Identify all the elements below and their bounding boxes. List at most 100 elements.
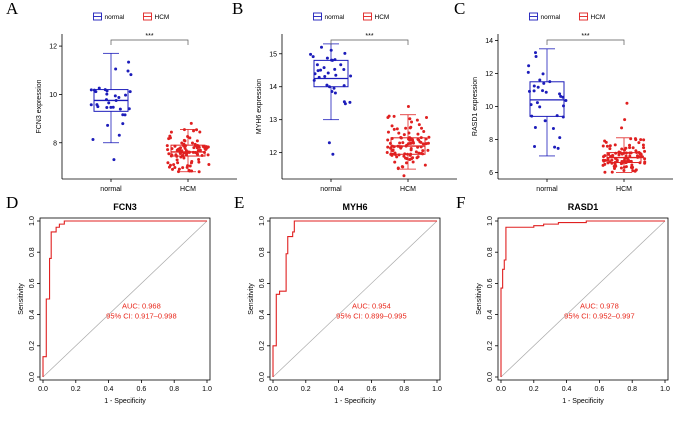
data-point bbox=[396, 167, 400, 171]
data-point bbox=[416, 137, 420, 141]
x-tick-label: HCM bbox=[616, 186, 632, 193]
y-tick-label: 0.6 bbox=[259, 278, 266, 288]
data-point bbox=[407, 137, 411, 141]
legend-label: HCM bbox=[375, 14, 390, 21]
x-tick-label: 0.6 bbox=[137, 386, 147, 393]
data-point bbox=[532, 89, 536, 93]
auc-label: AUC: 0.954 bbox=[352, 301, 391, 310]
data-point bbox=[608, 144, 612, 148]
data-point bbox=[186, 135, 190, 139]
data-point bbox=[204, 147, 208, 151]
y-tick-label: 10 bbox=[485, 104, 493, 111]
y-tick-label: 0.4 bbox=[487, 310, 494, 320]
data-point bbox=[607, 152, 611, 156]
data-point bbox=[634, 168, 638, 172]
legend-item-normal: normal bbox=[529, 12, 561, 21]
data-point bbox=[109, 105, 113, 109]
outlier-point bbox=[112, 158, 116, 162]
ci-label: 95% CI: 0.917–0.998 bbox=[106, 311, 176, 320]
data-point bbox=[182, 128, 186, 132]
data-point bbox=[92, 88, 96, 92]
data-point bbox=[200, 154, 204, 158]
data-point bbox=[393, 160, 397, 164]
data-point bbox=[625, 157, 629, 161]
data-point bbox=[385, 150, 389, 154]
box-hcm bbox=[165, 121, 211, 174]
legend-item-normal: normal bbox=[313, 12, 345, 21]
data-point bbox=[606, 161, 610, 165]
data-point bbox=[624, 146, 628, 150]
data-point bbox=[615, 159, 619, 163]
data-point bbox=[610, 161, 614, 165]
data-point bbox=[333, 91, 337, 95]
panel-f: F RASD1 0.00.0 0.2 0.2 0.4 0.4 0.6 0.6 0.8 0.8 1.0 1… bbox=[456, 193, 670, 405]
data-point bbox=[327, 85, 331, 89]
legend-label: normal bbox=[105, 14, 125, 21]
data-point bbox=[637, 150, 641, 154]
x-axis-label: 1 - Specificity bbox=[104, 398, 146, 405]
data-point bbox=[107, 101, 111, 105]
data-point bbox=[403, 152, 407, 156]
panel-a: A 8 10 12 FCN3 expression normal HCM *** normal H… bbox=[6, 0, 237, 193]
ci-label: 95% CI: 0.952–0.997 bbox=[564, 311, 634, 320]
data-point bbox=[128, 90, 132, 94]
data-point bbox=[628, 143, 632, 147]
y-axis-label: RASD1 expression bbox=[472, 77, 479, 136]
data-point bbox=[313, 72, 317, 76]
data-point bbox=[614, 151, 618, 155]
x-tick-label: normal bbox=[100, 186, 122, 193]
x-tick-label: 1.0 bbox=[202, 386, 212, 393]
data-point bbox=[623, 156, 627, 160]
data-point bbox=[388, 141, 392, 145]
x-tick-label: 0.6 bbox=[367, 386, 377, 393]
data-point bbox=[105, 106, 109, 110]
data-point bbox=[127, 60, 131, 64]
data-point bbox=[603, 170, 607, 174]
outlier-point bbox=[189, 121, 193, 125]
data-point bbox=[386, 138, 390, 142]
data-point bbox=[633, 137, 637, 141]
data-point bbox=[624, 160, 628, 164]
data-point bbox=[527, 64, 531, 68]
data-point bbox=[323, 74, 327, 78]
data-point bbox=[409, 147, 413, 151]
data-point bbox=[559, 94, 563, 98]
x-tick-label: 0.8 bbox=[399, 386, 409, 393]
data-point bbox=[416, 132, 420, 136]
data-point bbox=[126, 69, 130, 73]
data-point bbox=[315, 63, 319, 67]
data-point bbox=[114, 98, 118, 102]
data-point bbox=[182, 138, 186, 142]
data-point bbox=[533, 144, 537, 148]
data-point bbox=[402, 133, 406, 137]
y-tick-label: 13 bbox=[269, 117, 277, 124]
data-point bbox=[417, 123, 421, 127]
data-point bbox=[121, 113, 125, 117]
panel-letter: E bbox=[234, 193, 244, 212]
data-point bbox=[638, 161, 642, 165]
y-axis-label: MYH6 expression bbox=[256, 79, 263, 134]
data-point bbox=[406, 152, 410, 156]
data-point bbox=[193, 151, 197, 155]
data-point bbox=[561, 95, 565, 99]
data-point bbox=[329, 48, 333, 52]
data-point bbox=[166, 161, 170, 165]
data-point bbox=[555, 114, 559, 118]
y-axis-label: Sensitivity bbox=[248, 283, 255, 315]
data-point bbox=[622, 151, 626, 155]
data-point bbox=[114, 67, 118, 71]
panel-e: E MYH6 0.00.0 0.2 0.2 0.4 0.4 0.6 0.6 0.8 0.8 1.0 1.… bbox=[234, 193, 442, 405]
data-point bbox=[628, 146, 632, 150]
data-point bbox=[169, 130, 173, 134]
data-point bbox=[175, 158, 179, 162]
data-point bbox=[642, 146, 646, 150]
data-point bbox=[325, 56, 329, 60]
data-point bbox=[395, 155, 399, 159]
data-point bbox=[177, 167, 181, 171]
data-point bbox=[387, 114, 391, 118]
data-point bbox=[529, 103, 533, 107]
data-point bbox=[309, 52, 313, 56]
x-tick-label: 1.0 bbox=[432, 386, 442, 393]
data-point bbox=[190, 160, 194, 164]
